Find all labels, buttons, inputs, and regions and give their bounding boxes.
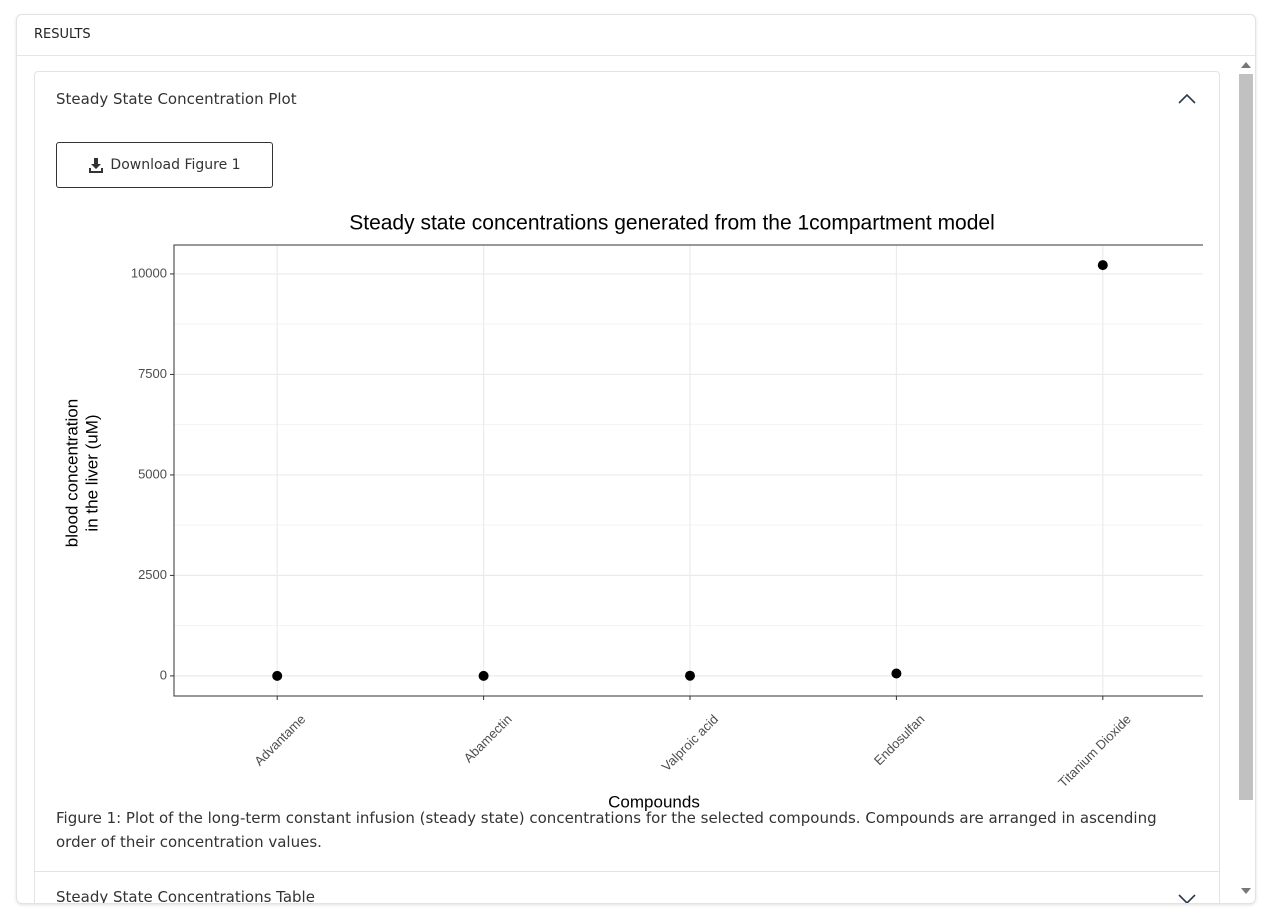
chart-title: Steady state concentrations generated fr… [349, 212, 995, 235]
point [891, 668, 902, 679]
expand-chevron[interactable] [1177, 892, 1197, 904]
y-tick-label: 0 [160, 667, 167, 682]
point [685, 670, 695, 681]
point [272, 670, 283, 681]
results-card: RESULTS Steady State Concentration Plot … [16, 14, 1256, 904]
y-tick-label: 7500 [138, 366, 167, 381]
x-tick-group: Endosulfan [871, 712, 928, 769]
y-tick-label: 10000 [131, 265, 167, 280]
download-label: Download Figure 1 [110, 157, 241, 173]
y-axis-title: blood concentration [62, 399, 81, 547]
divider [35, 871, 1219, 872]
y-tick-label: 2500 [138, 567, 167, 582]
x-tick-label: Valproic acid [659, 712, 722, 775]
x-tick-group: Titanium Dioxide [1055, 712, 1134, 791]
scroll-down[interactable] [1240, 887, 1252, 895]
y-tick-label: 5000 [138, 466, 167, 481]
y-axis-title: in the liver (uM) [82, 414, 101, 531]
x-tick-label: Endosulfan [871, 712, 928, 769]
x-tick-group: Advantame [251, 712, 308, 769]
accordion-title[interactable]: Steady State Concentrations Table [56, 888, 315, 904]
chart: Steady state concentrations generated fr… [62, 212, 1203, 811]
download-icon [89, 158, 104, 173]
x-tick-group: Abamectin [461, 712, 515, 766]
scroll-up[interactable] [1240, 61, 1252, 69]
x-tick-label: Advantame [251, 712, 308, 769]
accordion: Steady State Concentration Plot Download… [34, 71, 1220, 904]
x-axis-title: Compounds [608, 792, 700, 811]
x-tick-group: Valproic acid [659, 712, 722, 775]
plot-border [173, 244, 1203, 697]
x-tick-label: Abamectin [461, 712, 515, 766]
accordion-title[interactable]: Steady State Concentration Plot [56, 90, 297, 108]
scrollbar[interactable] [1236, 57, 1253, 901]
figure-caption: Figure 1: Plot of the long-term constant… [56, 809, 1157, 851]
card-title: RESULTS [34, 27, 91, 42]
point [1097, 260, 1108, 271]
x-tick-label: Titanium Dioxide [1055, 712, 1134, 791]
scroll-thumb[interactable] [1239, 74, 1253, 800]
download-button[interactable]: Download Figure 1 [56, 142, 273, 188]
card-header: RESULTS [17, 15, 1255, 56]
collapse-chevron[interactable] [1177, 92, 1197, 106]
point [478, 670, 489, 681]
